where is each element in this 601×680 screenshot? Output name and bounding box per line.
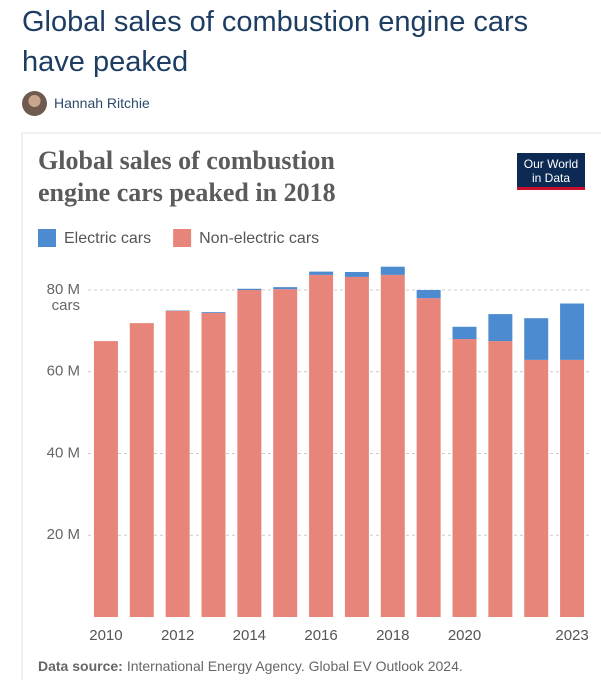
bar-segment	[309, 274, 334, 617]
legend-label: Non-electric cars	[199, 230, 319, 247]
article-title: Global sales of combustion engine cars h…	[22, 6, 529, 78]
bar-segment	[201, 312, 226, 313]
x-tick-label: 2012	[161, 627, 194, 644]
bar-segment	[273, 289, 298, 617]
chart-title: Global sales of combustion engine cars pe…	[38, 146, 336, 207]
author-name[interactable]: Hannah Ritchie	[54, 95, 150, 111]
bar-segment	[560, 359, 585, 617]
bar-segment	[380, 274, 405, 617]
chart-title-line: engine cars peaked in 2018	[38, 178, 336, 207]
bar-segment	[416, 290, 441, 299]
bar-segment	[416, 298, 441, 617]
bar-segment	[273, 287, 298, 290]
bar-segment	[380, 266, 405, 275]
source-text: International Energy Agency. Global EV O…	[127, 658, 463, 674]
source-note: Data source: International Energy Agency.…	[38, 658, 463, 674]
bar-segment	[524, 359, 549, 617]
bar-segment	[488, 314, 513, 342]
bar-segment	[488, 341, 513, 617]
x-tick-label: 2010	[89, 627, 122, 644]
legend-label: Electric cars	[64, 230, 151, 247]
y-unit-label: cars	[52, 297, 80, 314]
bar-segment	[344, 272, 369, 277]
author-avatar	[22, 91, 47, 116]
bar-segment	[165, 310, 190, 617]
bar-segment	[560, 303, 585, 360]
source-label: Data source:	[38, 658, 123, 674]
bar-segment	[201, 312, 226, 617]
bar-segment	[237, 290, 262, 617]
y-tick-label: 40 M	[47, 444, 80, 461]
bar-segment	[309, 271, 334, 275]
bar-segment	[93, 341, 118, 617]
y-tick-label: 80 M	[47, 281, 80, 298]
bar-segment	[237, 288, 262, 290]
bar-segment	[129, 323, 154, 617]
legend-swatch	[38, 229, 56, 247]
x-tick-label: 2018	[376, 627, 409, 644]
bar-segment	[452, 326, 477, 340]
bar-segment	[452, 339, 477, 617]
bar-segment	[344, 276, 369, 617]
chart-title-line: Global sales of combustion	[38, 146, 335, 175]
logo[interactable]: Our World in Data	[517, 153, 585, 190]
bar-segment	[524, 318, 549, 360]
y-tick-label: 20 M	[47, 526, 80, 543]
legend-swatch	[173, 229, 192, 247]
x-tick-label: 2023	[555, 627, 588, 644]
x-tick-label: 2014	[233, 627, 266, 644]
x-tick-label: 2020	[448, 627, 481, 644]
x-tick-label: 2016	[304, 627, 337, 644]
y-tick-label: 60 M	[47, 363, 80, 380]
